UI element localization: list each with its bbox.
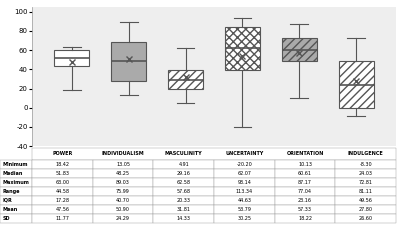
PathPatch shape — [111, 42, 146, 81]
Legend: POWER, INDIVIDUALISM, MASCULINITY, UNCERTAINTY, ORIENTATION, INDULGENCE: POWER, INDIVIDUALISM, MASCULINITY, UNCER… — [110, 182, 318, 185]
PathPatch shape — [54, 50, 90, 66]
PathPatch shape — [338, 61, 374, 108]
PathPatch shape — [225, 27, 260, 70]
PathPatch shape — [168, 70, 203, 89]
PathPatch shape — [282, 38, 317, 61]
